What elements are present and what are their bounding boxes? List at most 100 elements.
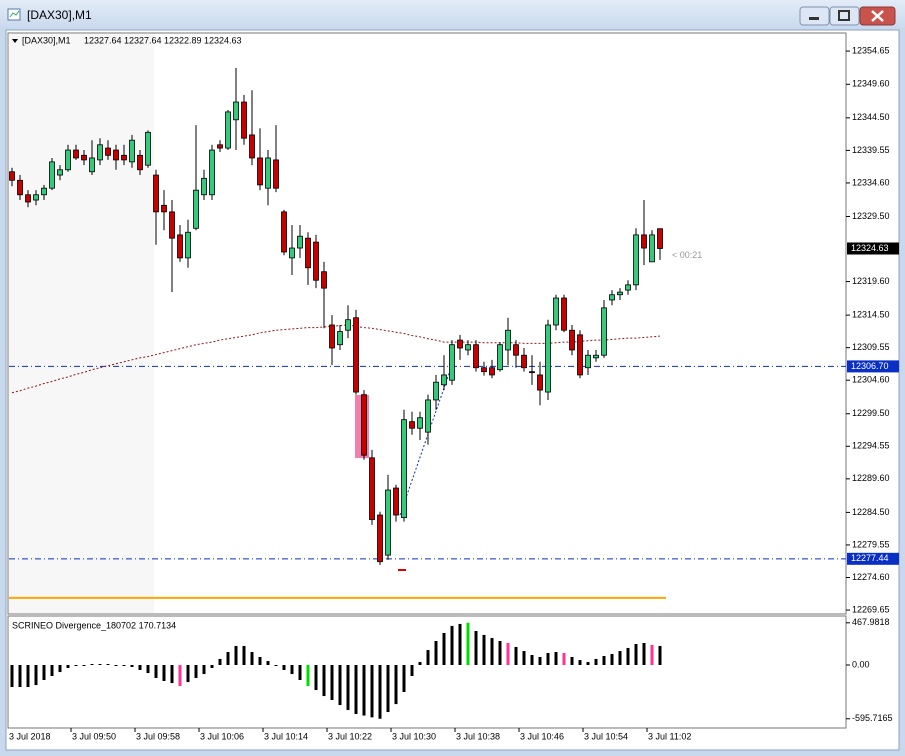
x-tick-label: 3 Jul 10:54 [584, 731, 628, 741]
candle-body [49, 161, 55, 189]
candle-body [17, 179, 23, 196]
level-label-bg [847, 360, 899, 373]
y-tick-label: 467.9818 [852, 617, 890, 627]
candle-body [401, 419, 407, 519]
histogram-bar [98, 664, 102, 666]
histogram-bar [634, 643, 638, 666]
histogram-bar [506, 642, 510, 666]
bar-countdown: < 00:21 [672, 250, 702, 260]
histogram-bar [322, 665, 326, 697]
candle-body [265, 157, 271, 189]
candle-body [9, 171, 15, 181]
candle-body [585, 354, 591, 369]
histogram-bar [370, 665, 374, 718]
candle-body [353, 317, 359, 393]
histogram-bar [514, 646, 518, 666]
candle-body [25, 194, 31, 203]
restore-button[interactable] [829, 6, 860, 26]
histogram-bar [426, 650, 430, 666]
y-tick-label: -595.7165 [852, 713, 893, 723]
candle-body [489, 367, 495, 376]
level-label: 12306.70 [851, 361, 889, 371]
candle-body [113, 149, 119, 161]
histogram-bar [306, 665, 310, 687]
histogram-bar [570, 656, 574, 666]
histogram-bar [218, 658, 222, 666]
last-price-label: 12324.63 [851, 243, 889, 253]
x-tick-label: 3 Jul 10:06 [200, 731, 244, 741]
candle-body [337, 331, 343, 346]
histogram-bar [538, 656, 542, 666]
histogram-bar [450, 625, 454, 666]
last-price-bg [847, 242, 899, 255]
candle-body [241, 101, 247, 139]
histogram-bar [522, 651, 526, 666]
histogram-bar [386, 665, 390, 713]
candle-body [177, 234, 183, 259]
y-tick-label: 12309.55 [852, 342, 890, 352]
histogram-bar [594, 658, 598, 666]
histogram-bar [250, 652, 254, 666]
candle-body [313, 241, 319, 281]
candle-body [305, 237, 311, 269]
candle-body [465, 344, 471, 351]
histogram-bar [658, 645, 662, 666]
y-tick-label: 12314.50 [852, 309, 890, 319]
candle-body [273, 159, 279, 189]
y-tick-label: 12279.55 [852, 539, 890, 549]
window-icon-line [9, 10, 20, 18]
candle-body [601, 307, 607, 356]
ohlc-close: 12324.63 [204, 35, 242, 45]
histogram-bar [298, 665, 302, 680]
candle-body [649, 234, 655, 263]
candle-body [481, 367, 487, 373]
x-tick-label: 3 Jul 10:46 [520, 731, 564, 741]
candle-body [617, 291, 623, 296]
histogram-bar [186, 665, 190, 683]
minimize-button[interactable] [799, 6, 830, 26]
histogram-bar [122, 665, 126, 667]
indicator-pane [7, 615, 847, 729]
y-tick-label: 12349.60 [852, 79, 890, 89]
histogram-bar [610, 654, 614, 666]
candle-body [393, 487, 399, 516]
histogram-bar [354, 665, 358, 715]
candle-body [441, 374, 447, 386]
histogram-bar [194, 665, 198, 679]
close-icon [871, 10, 884, 22]
candle-body [169, 211, 175, 239]
candle-body [345, 319, 351, 331]
histogram-bar [202, 665, 206, 675]
x-tick-label: 3 Jul 2018 [9, 731, 51, 741]
chart-symbol: [DAX30],M1 [22, 35, 71, 45]
candle-body [641, 234, 647, 249]
y-tick-label: 0.00 [852, 659, 870, 669]
candle-body [369, 457, 375, 521]
histogram-bar [442, 632, 446, 666]
dropdown-arrow [12, 39, 18, 43]
histogram-bar [346, 665, 350, 711]
histogram-bar [146, 665, 150, 674]
x-tick-label: 3 Jul 10:38 [456, 731, 500, 741]
candle-body [625, 284, 631, 291]
histogram-bar [226, 652, 230, 666]
candle-body [449, 344, 455, 381]
candle-body [225, 111, 231, 149]
histogram-bar [106, 664, 110, 666]
candle-body [249, 134, 255, 159]
histogram-bar [578, 660, 582, 666]
x-tick-label: 3 Jul 10:22 [328, 731, 372, 741]
moving-average [11, 324, 661, 394]
candle-body [633, 234, 639, 286]
candle-body [185, 231, 191, 259]
candle-body [145, 131, 151, 166]
histogram-bar [434, 641, 438, 666]
candle-body [281, 211, 287, 253]
candle-body [497, 344, 503, 371]
candle-body [473, 344, 479, 369]
divergence-trendline [399, 364, 453, 516]
candle-body [57, 169, 63, 176]
histogram-bar [138, 665, 142, 670]
y-tick-label: 12329.50 [852, 211, 890, 221]
candle-body [217, 144, 223, 149]
